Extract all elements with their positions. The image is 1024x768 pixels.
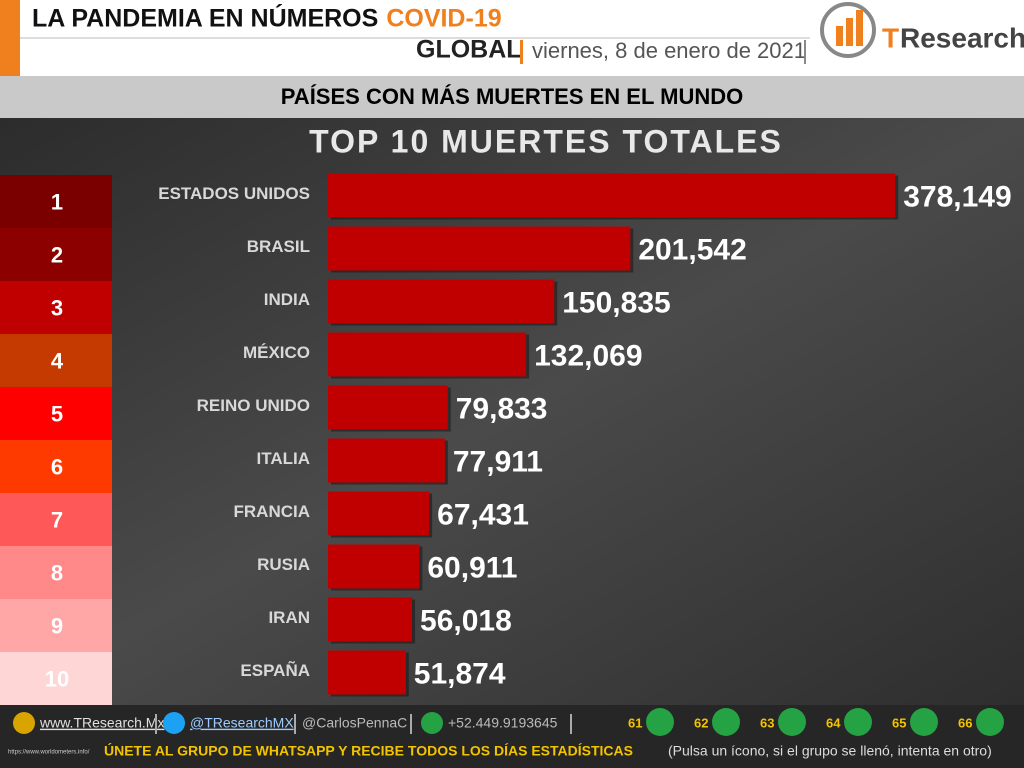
rank-label: 6	[51, 454, 63, 479]
category-label: ESPAÑA	[240, 660, 310, 680]
category-label: INDIA	[264, 290, 310, 309]
value-label: 77,911	[453, 445, 543, 478]
rank-label: 3	[51, 295, 63, 320]
bar	[328, 597, 413, 642]
separator	[155, 714, 157, 734]
value-label: 201,542	[638, 233, 746, 266]
rank-cell	[0, 652, 112, 705]
bar	[328, 332, 527, 377]
rank-label: 2	[51, 242, 63, 267]
rank-label: 4	[51, 348, 64, 373]
footer-twitter[interactable]: @TResearchMX	[190, 715, 294, 731]
category-label: RUSIA	[257, 555, 310, 574]
value-label: 56,018	[420, 604, 512, 637]
chart-title: TOP 10 MUERTES TOTALES	[309, 123, 783, 159]
rank-cell	[0, 228, 112, 281]
group-number: 62	[694, 715, 708, 730]
footer-cta: ÚNETE AL GRUPO DE WHATSAPP Y RECIBE TODO…	[104, 742, 633, 759]
bar	[328, 544, 420, 589]
category-label: ESTADOS UNIDOS	[158, 184, 310, 203]
twitter-icon	[163, 712, 185, 734]
value-label: 378,149	[903, 180, 1011, 213]
bar	[328, 438, 445, 483]
logo-bar	[836, 26, 843, 46]
category-label: REINO UNIDO	[197, 396, 310, 415]
bar	[328, 173, 896, 218]
value-label: 150,835	[562, 286, 670, 319]
category-label: BRASIL	[247, 237, 310, 256]
separator	[570, 714, 572, 734]
rank-cell	[0, 281, 112, 334]
header-date: viernes, 8 de enero de 2021	[532, 38, 806, 63]
group-number: 66	[958, 715, 972, 730]
footer-cta-note: (Pulsa un ícono, si el grupo se llenó, i…	[668, 743, 992, 759]
group-number: 65	[892, 715, 906, 730]
rank-cell	[0, 546, 112, 599]
rank-cell	[0, 440, 112, 493]
rank-label: 9	[51, 613, 63, 638]
whatsapp-button[interactable]	[910, 708, 938, 736]
category-label: IRAN	[268, 608, 310, 627]
footer-twitter2: @CarlosPennaC	[302, 715, 407, 731]
rank-cell	[0, 599, 112, 652]
group-number: 61	[628, 715, 642, 730]
rank-cell	[0, 387, 112, 440]
header-highlight: COVID-19	[386, 5, 501, 33]
bar	[328, 279, 555, 324]
subheader: PAÍSES CON MÁS MUERTES EN EL MUNDO	[281, 84, 743, 109]
value-label: 60,911	[427, 551, 517, 584]
whatsapp-button[interactable]	[844, 708, 872, 736]
whatsapp-icon	[421, 712, 443, 734]
value-label: 67,431	[437, 498, 529, 531]
group-number: 64	[826, 715, 841, 730]
whatsapp-button[interactable]	[646, 708, 674, 736]
logo-ring	[820, 2, 876, 58]
value-label: 132,069	[534, 339, 642, 372]
bar	[328, 226, 631, 271]
rank-cell	[0, 334, 112, 387]
rank-cell	[0, 175, 112, 228]
bar	[328, 650, 406, 695]
bar	[328, 491, 430, 536]
separator	[804, 40, 806, 64]
whatsapp-button[interactable]	[778, 708, 806, 736]
footer-website[interactable]: www.TResearch.Mx	[39, 715, 164, 731]
logo-rest: Research	[900, 22, 1024, 53]
whatsapp-button[interactable]	[976, 708, 1004, 736]
whatsapp-button[interactable]	[712, 708, 740, 736]
header-scope: GLOBAL	[416, 36, 522, 64]
category-label: MÉXICO	[243, 343, 310, 362]
separator	[520, 40, 523, 64]
web-icon	[13, 712, 35, 734]
rank-label: 8	[51, 560, 63, 585]
rank-label: 7	[51, 507, 63, 532]
value-label: 79,833	[456, 392, 548, 425]
footer-phone: +52.449.9193645	[448, 715, 558, 731]
group-number: 63	[760, 715, 774, 730]
bar	[328, 385, 448, 430]
header-accent	[0, 0, 20, 76]
rank-label: 1	[51, 189, 63, 214]
subheader-bg	[0, 76, 1024, 118]
logo-t: T	[882, 22, 899, 53]
separator	[294, 714, 296, 734]
logo-bar	[846, 18, 853, 46]
rank-label: 10	[45, 666, 69, 691]
rank-label: 5	[51, 401, 63, 426]
category-label: ITALIA	[256, 449, 310, 468]
footer-source: https://www.worldometers.info/	[8, 750, 90, 756]
category-label: FRANCIA	[234, 502, 311, 521]
rank-cell	[0, 493, 112, 546]
separator	[410, 714, 412, 734]
logo-bar	[856, 10, 863, 46]
value-label: 51,874	[414, 657, 506, 690]
header-title: LA PANDEMIA EN NÚMEROS	[32, 3, 378, 33]
